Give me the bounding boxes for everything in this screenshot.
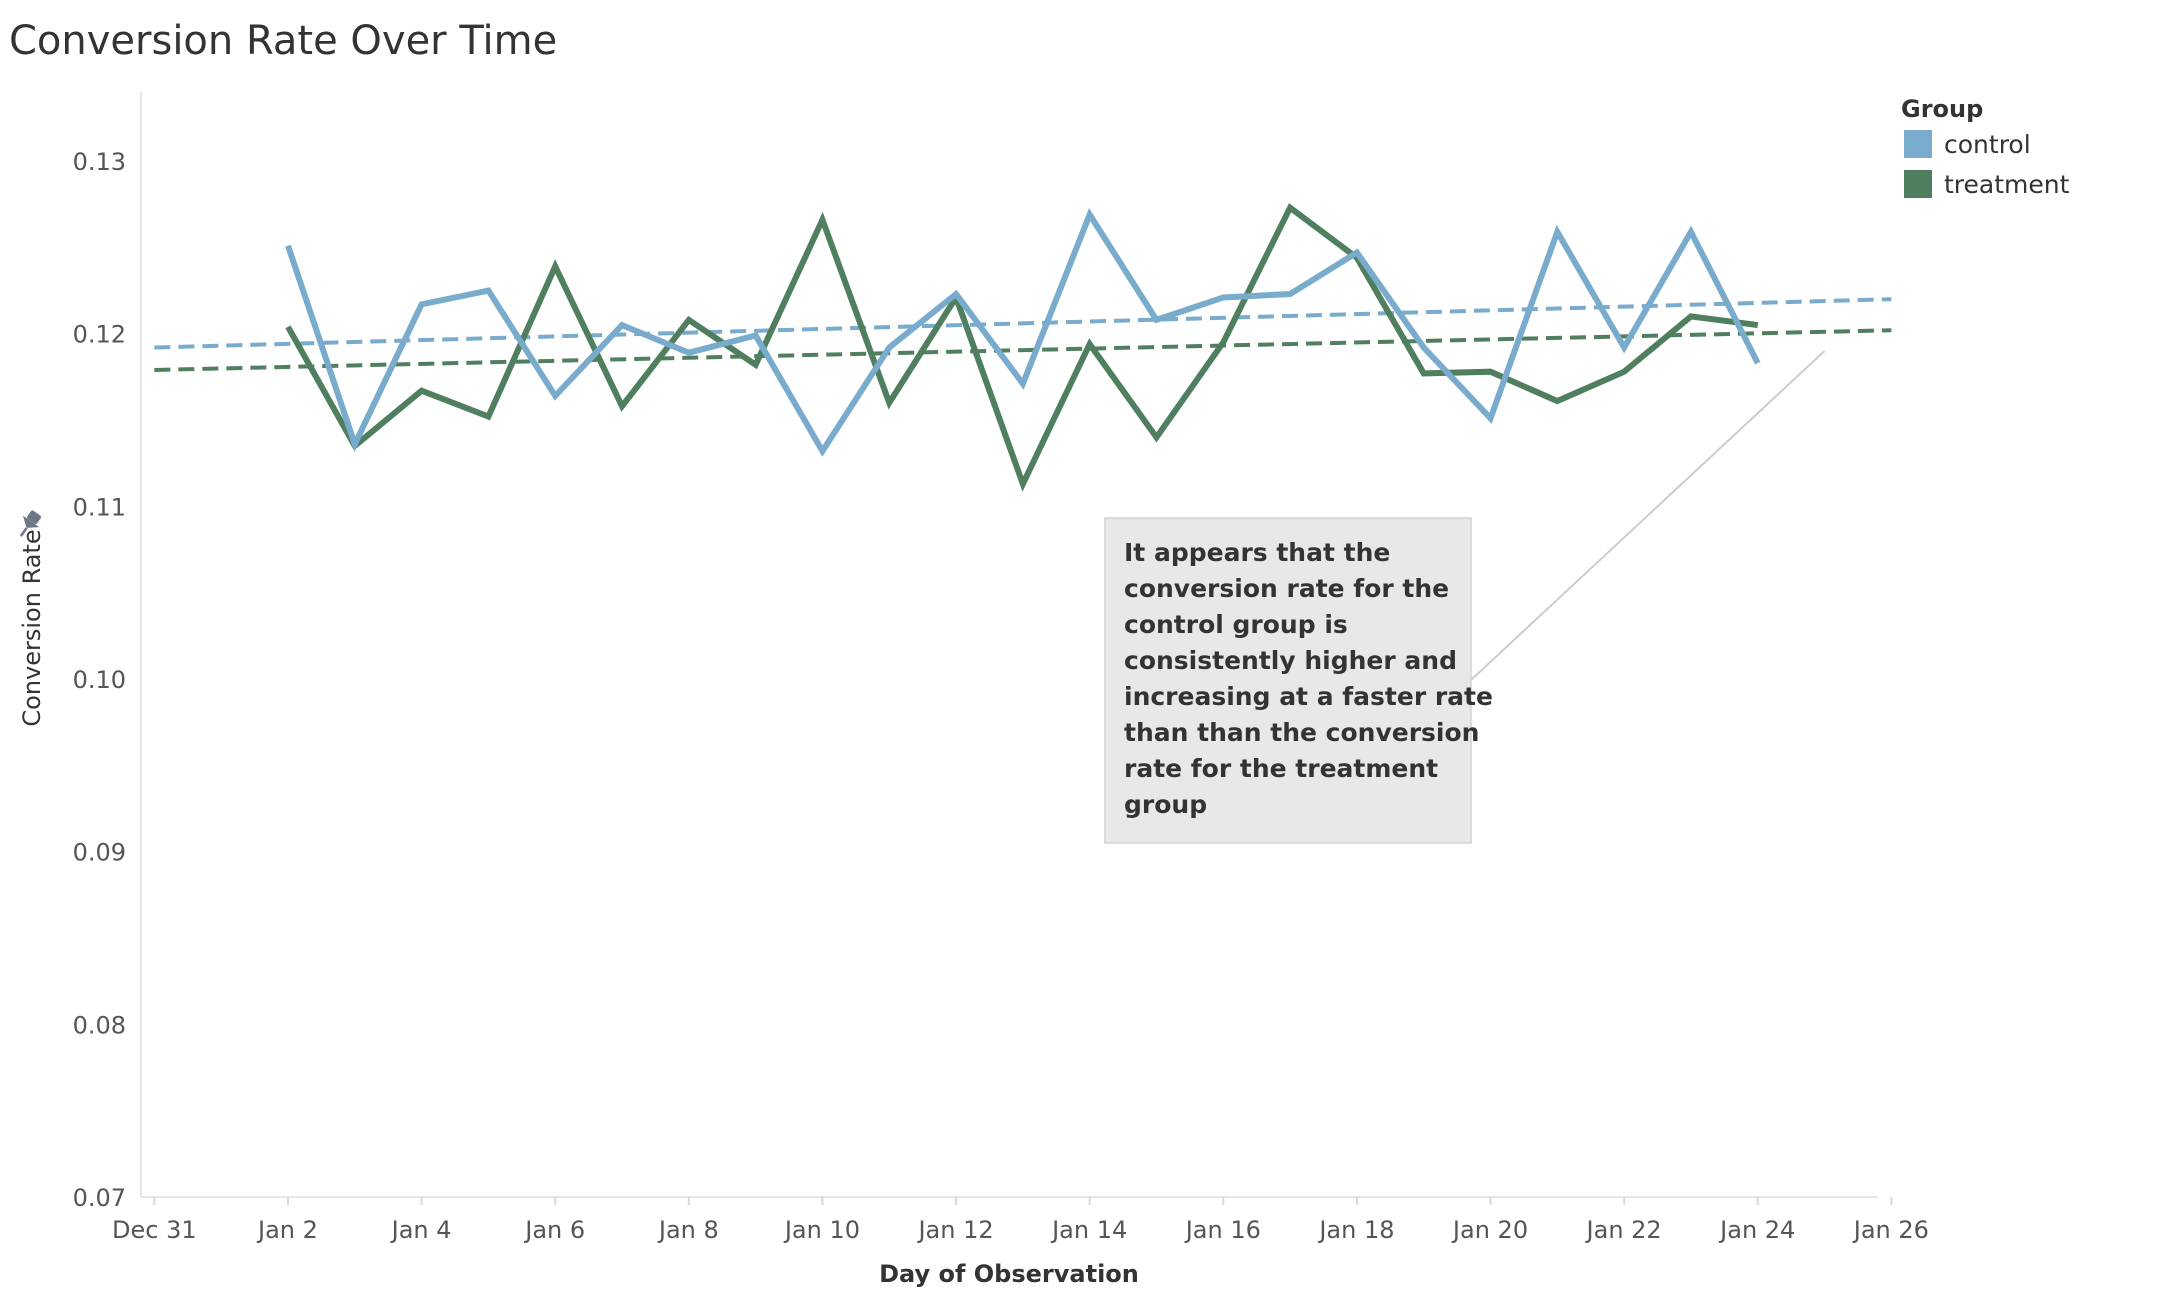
y-axis-label-group: Conversion Rate (18, 529, 46, 726)
x-tick-label: Dec 31 (112, 1216, 197, 1244)
trend-line-treatment (154, 328, 1892, 372)
legend-label-treatment[interactable]: treatment (1944, 170, 2070, 199)
x-tick-label: Jan 18 (1317, 1216, 1394, 1244)
annotation-leader-line (1470, 350, 1826, 681)
y-axis-label: Conversion Rate (18, 529, 46, 726)
x-tick-label: Jan 22 (1585, 1216, 1662, 1244)
series-line-treatment[interactable] (285, 203, 1759, 492)
series-line-control[interactable] (285, 207, 1761, 457)
legend-swatch-treatment[interactable] (1904, 170, 1932, 198)
x-tick-label: Jan 2 (256, 1216, 318, 1244)
annotation-box (1104, 517, 1472, 844)
legend-label-control[interactable]: control (1944, 130, 2031, 159)
y-tick-label: 0.11 (73, 493, 126, 521)
y-tick-label: 0.09 (73, 839, 126, 867)
x-tick-label: Jan 26 (1852, 1216, 1929, 1244)
legend-title: Group (1901, 95, 1983, 123)
x-tick-label: Jan 12 (916, 1216, 993, 1244)
annotation-line: rate for the treatment (1124, 754, 1438, 783)
x-tick-label: Jan 20 (1451, 1216, 1528, 1244)
y-tick-label: 0.13 (73, 148, 126, 176)
x-axis-ticks: Dec 31 Jan 2 Jan 4 Jan 6 Jan 8 Jan 10 Jan 12 Ja… (112, 1197, 1929, 1244)
series-lines (285, 203, 1761, 492)
y-tick-label: 0.12 (73, 321, 126, 349)
x-axis-label: Day of Observation (879, 1260, 1139, 1288)
annotation-line: conversion rate for the (1124, 574, 1449, 603)
y-tick-label: 0.07 (73, 1184, 126, 1212)
annotation-line: group (1124, 790, 1207, 819)
x-tick-label: Jan 8 (657, 1216, 719, 1244)
annotation-line: than than the conversion (1124, 718, 1479, 747)
annotation: It appears that the conversion rate for t… (1104, 350, 1826, 844)
annotation-line: It appears that the (1124, 538, 1390, 567)
annotation-text: It appears that the conversion rate for t… (1124, 538, 1493, 819)
x-tick-label: Jan 6 (523, 1216, 585, 1244)
chart-title: Conversion Rate Over Time (9, 18, 557, 64)
y-tick-label: 0.10 (73, 666, 126, 694)
legend-swatch-control[interactable] (1904, 130, 1932, 158)
annotation-line: increasing at a faster rate (1124, 682, 1493, 711)
pin-icon[interactable] (13, 507, 45, 541)
annotation-line: consistently higher and (1124, 646, 1457, 675)
x-tick-label: Jan 16 (1184, 1216, 1261, 1244)
plot-axes (140, 92, 1878, 1198)
x-tick-label: Jan 14 (1050, 1216, 1127, 1244)
x-tick-label: Jan 10 (783, 1216, 860, 1244)
y-tick-label: 0.08 (73, 1011, 126, 1039)
legend: Group control treatment (1901, 95, 2070, 199)
x-tick-label: Jan 4 (390, 1216, 452, 1244)
y-axis-ticks: 0.07 0.08 0.09 0.10 0.11 0.12 0.13 (73, 148, 126, 1212)
x-tick-label: Jan 24 (1718, 1216, 1795, 1244)
annotation-line: control group is (1124, 610, 1348, 639)
